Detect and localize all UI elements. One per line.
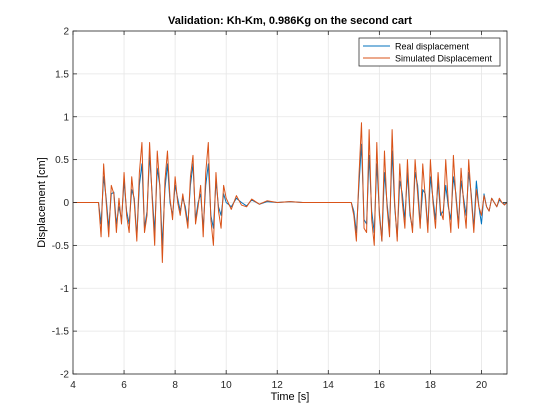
x-tick-label-3: 10 xyxy=(221,380,233,391)
x-tick-label-5: 14 xyxy=(323,380,335,391)
y-tick-label-4: 0 xyxy=(63,198,69,209)
y-tick-label-0: -2 xyxy=(60,370,69,381)
legend: Real displacement Simulated Displacement xyxy=(358,37,501,67)
axes-layer xyxy=(72,30,508,375)
y-tick-label-1: -1.5 xyxy=(52,327,70,338)
series-line-simulated xyxy=(73,122,508,264)
x-tick-label-0: 4 xyxy=(70,380,76,391)
y-tick-label-8: 2 xyxy=(63,27,69,38)
legend-label-real: Real displacement xyxy=(395,42,470,52)
legend-label-simulated: Simulated Displacement xyxy=(395,54,493,64)
x-tick-label-1: 6 xyxy=(121,380,127,391)
series-layer xyxy=(73,122,508,264)
tick-label-layer: 4 6 8 10 12 14 16 18 20 -2 -1.5 -1 -0.5 0 0.5 1 1.5 2 xyxy=(52,27,488,392)
y-tick-label-2: -1 xyxy=(60,284,69,295)
x-tick-label-6: 16 xyxy=(374,380,386,391)
y-tick-label-6: 1 xyxy=(63,112,69,123)
x-tick-label-7: 18 xyxy=(425,380,437,391)
x-tick-label-8: 20 xyxy=(476,380,488,391)
y-tick-label-3: -0.5 xyxy=(52,241,70,252)
y-axis-label: Displacement [cm] xyxy=(36,157,48,247)
y-tick-label-7: 1.5 xyxy=(55,69,69,80)
legend-box xyxy=(358,37,501,67)
x-tick-label-4: 12 xyxy=(272,380,284,391)
x-axis-label: Time [s] xyxy=(271,391,310,403)
x-tick-label-2: 8 xyxy=(172,380,178,391)
y-tick-label-5: 0.5 xyxy=(55,155,69,166)
chart-title: Validation: Kh-Km, 0.986Kg on the second… xyxy=(168,15,412,27)
